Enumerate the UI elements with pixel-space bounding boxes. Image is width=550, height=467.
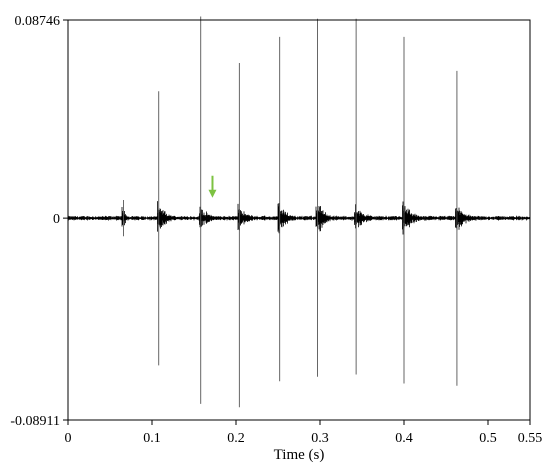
waveform-noise <box>67 201 531 235</box>
y-tick-label: 0.08746 <box>15 14 61 29</box>
x-tick-label: 0.3 <box>311 431 329 446</box>
y-tick-label: -0.08911 <box>10 414 60 429</box>
x-tick-label: 0.2 <box>227 431 245 446</box>
x-tick-label: 0.4 <box>395 431 413 446</box>
x-tick-label: 0.5 <box>479 431 497 446</box>
annotation-arrow-1 <box>208 175 217 198</box>
y-tick-label: 0 <box>53 212 60 227</box>
x-tick-label: 0.1 <box>143 431 161 446</box>
x-axis-label: Time (s) <box>274 447 325 463</box>
x-tick-label: 0.55 <box>518 431 543 446</box>
x-tick-label: 0 <box>65 431 72 446</box>
waveform-trace <box>67 16 531 408</box>
annotation-layer <box>208 175 217 198</box>
plot-frame <box>67 19 531 421</box>
axis-ticks: 0 0.1 0.2 0.3 0.4 0.5 0.55 -0.08911 0 0.08746 <box>10 14 542 446</box>
